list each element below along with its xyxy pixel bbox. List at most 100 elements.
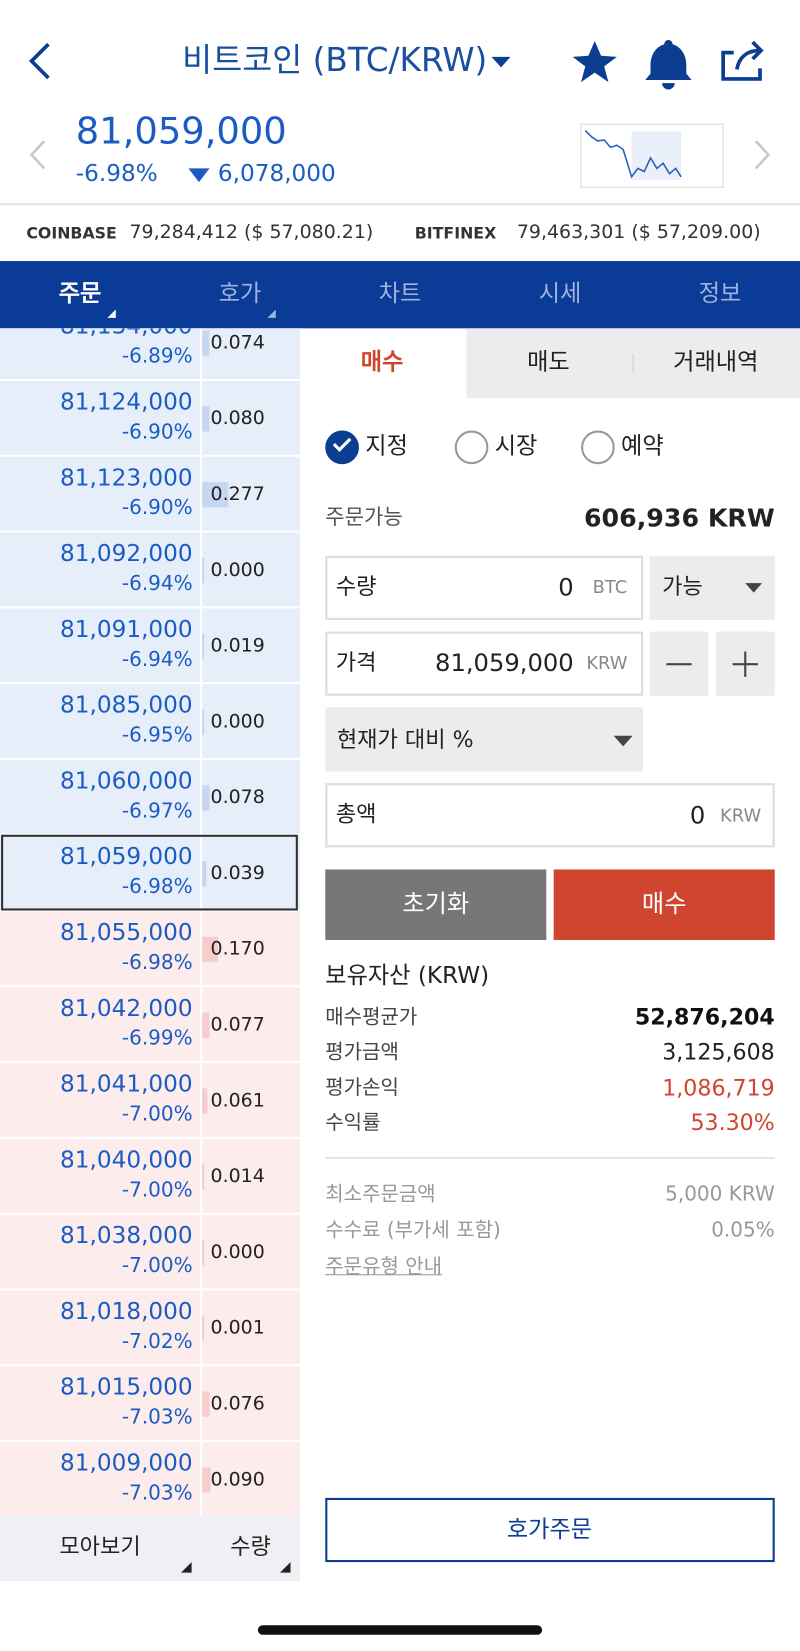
total-label: 총액 (335, 801, 377, 827)
price-input[interactable] (325, 631, 644, 696)
orderbook-qty: 0.014 (210, 1165, 265, 1188)
back-button[interactable] (28, 42, 50, 80)
qty-mode-button[interactable]: 수량 (230, 1534, 271, 1560)
orderbook-price: 81,085,000 (60, 692, 193, 719)
percent-select[interactable] (325, 707, 644, 772)
prev-coin[interactable] (29, 140, 46, 170)
change-percent: -6.98% (75, 161, 158, 188)
main-tab[interactable]: 정보 (698, 281, 742, 308)
orderbook-qty-cell (202, 1442, 300, 1516)
orderbook-price: 81,041,000 (60, 1071, 193, 1098)
orderbook-qty: 0.090 (210, 1468, 265, 1491)
orderbook-price-cell[interactable] (0, 532, 200, 607)
orderbook-percent: -7.03% (121, 1405, 193, 1429)
orderbook-qty: 0.000 (210, 558, 265, 582)
total-input[interactable] (325, 783, 775, 848)
holdings-value: 3,125,608 (662, 1039, 775, 1065)
quantity-label: 수량 (335, 574, 377, 600)
orderbook-price-cell[interactable] (0, 328, 200, 379)
main-tab[interactable]: 호가 (218, 281, 262, 308)
order-type-label[interactable]: 시장 (494, 433, 538, 460)
order-type-label[interactable]: 예약 (621, 433, 664, 460)
reset-button[interactable] (325, 869, 547, 940)
orderbook-price-cell[interactable] (0, 1290, 200, 1365)
title-dropdown-arrow[interactable] (491, 56, 511, 68)
info-label: 최소주문금액 (325, 1182, 436, 1206)
main-tab[interactable]: 시세 (538, 281, 582, 308)
qty-bar (202, 936, 219, 963)
main-tab[interactable]: 차트 (378, 281, 422, 308)
total-value: 0 (689, 802, 706, 830)
order-tab[interactable]: 매수 (360, 349, 404, 376)
quantity-input[interactable] (325, 555, 644, 620)
qty-bar (202, 557, 205, 584)
qty-bar (202, 633, 205, 659)
orderbook: 81,134,000 -6.89% 0.074 81,124,000 -6.90% 0.0… (0, 328, 300, 1516)
orderbook-qty-cell (202, 759, 300, 834)
orderbook-qty: 0.076 (210, 1392, 265, 1415)
orderbook-price-cell[interactable] (0, 1138, 200, 1213)
info-value: 0.05% (711, 1218, 775, 1242)
radio[interactable] (454, 430, 489, 465)
radio[interactable] (325, 430, 359, 465)
buy-button-text: 매수 (641, 891, 687, 919)
available-label: 주문가능 (325, 504, 403, 530)
current-price: 81,059,000 (75, 111, 287, 154)
exchange-name: COINBASE (26, 223, 117, 243)
orderbook-price-cell[interactable] (0, 684, 200, 758)
info-value: 5,000 KRW (665, 1182, 775, 1206)
select-arrow (745, 583, 763, 593)
orderbook-qty: 0.078 (210, 786, 265, 809)
orderbook-price: 81,009,000 (60, 1450, 193, 1477)
orderbook-price-cell[interactable] (0, 987, 200, 1062)
orderbook-price-cell[interactable] (0, 1214, 200, 1289)
order-type-label[interactable]: 지정 (365, 433, 408, 460)
orderbook-price: 81,091,000 (60, 616, 193, 644)
orderbook-price: 81,092,000 (60, 541, 193, 568)
orderbook-price-cell[interactable] (0, 1442, 200, 1516)
order-tab[interactable]: 거래내역 (673, 349, 759, 376)
orderbook-order-button[interactable] (325, 1497, 775, 1563)
share-button[interactable] (721, 50, 762, 81)
buy-button[interactable] (553, 869, 775, 940)
orderbook-price-cell[interactable] (0, 1063, 200, 1137)
tab-divider (632, 353, 634, 373)
alarm-bell[interactable] (645, 39, 692, 90)
orderbook-qty-cell (202, 835, 300, 910)
quantity-select-text: 가능 (662, 574, 703, 600)
group-view-button[interactable]: 모아보기 (59, 1534, 141, 1560)
orderbook-price-cell[interactable] (0, 381, 200, 455)
orderbook-qty-cell (202, 1366, 300, 1440)
orderbook-price: 81,059,000 (60, 844, 193, 871)
plus-icon (744, 651, 747, 677)
price-value: 81,059,000 (435, 649, 574, 678)
orderbook-qty: 0.074 (210, 331, 265, 354)
orderbook-price-cell[interactable] (0, 911, 200, 986)
radio[interactable] (581, 430, 615, 465)
order-tab[interactable]: 매도 (527, 349, 570, 376)
exchange-price: 79,463,301 ($ 57,209.00) (516, 221, 761, 244)
orderbook-price: 81,060,000 (60, 768, 193, 795)
orderbook-qty: 0.000 (210, 1241, 265, 1264)
holdings-label: 평가손익 (325, 1076, 399, 1100)
quantity-unit: BTC (592, 577, 628, 599)
main-tab[interactable]: 주문 (58, 281, 102, 308)
orderbook-price-cell[interactable] (0, 456, 200, 531)
qty-bar (202, 1012, 210, 1038)
footer-corner (279, 1562, 291, 1573)
favorite-star[interactable] (572, 41, 617, 83)
qty-bar (202, 709, 205, 735)
orderbook-price-cell[interactable] (0, 835, 200, 910)
qty-bar (202, 1088, 208, 1114)
orderbook-price-cell[interactable] (0, 608, 200, 683)
footer-corner (181, 1562, 192, 1573)
orderbook-price-cell[interactable] (0, 759, 200, 834)
orderbook-price: 81,055,000 (60, 919, 193, 947)
orderbook-percent: -7.02% (121, 1329, 193, 1354)
order-type-guide-link[interactable]: 주문유형 안내 (325, 1255, 443, 1279)
select-arrow (613, 735, 633, 747)
orderbook-percent: -6.94% (121, 647, 193, 672)
next-coin[interactable] (754, 140, 771, 170)
orderbook-qty-cell (202, 608, 300, 683)
orderbook-price-cell[interactable] (0, 1366, 200, 1440)
